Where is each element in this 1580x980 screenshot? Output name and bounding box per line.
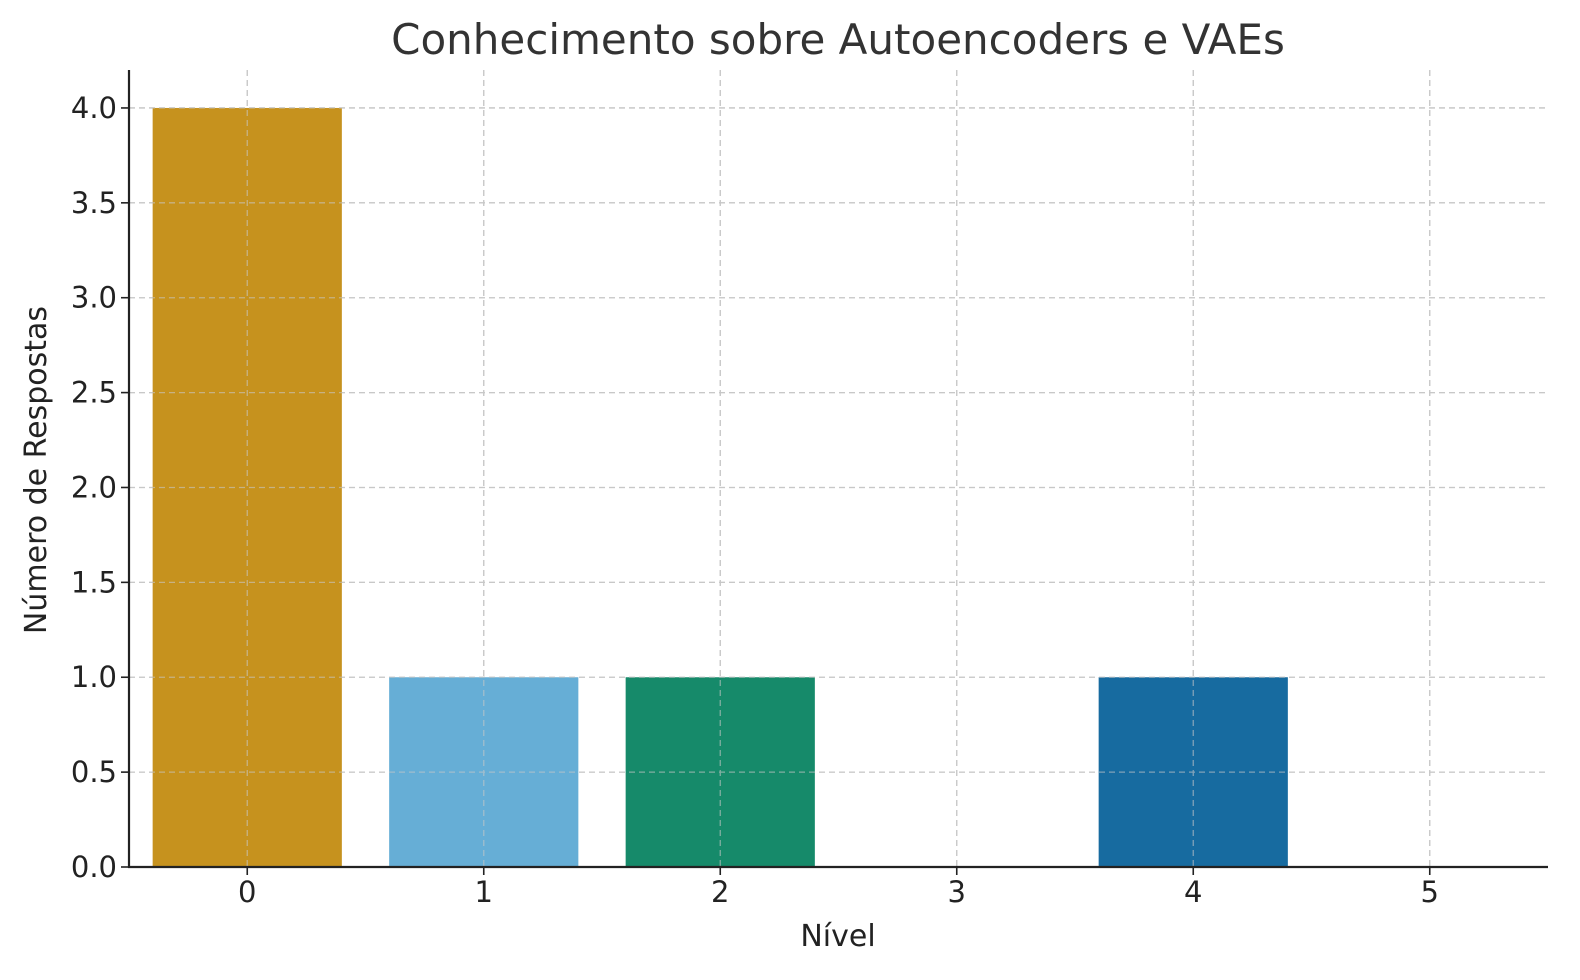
y-tick-label: 3.0 — [71, 281, 117, 315]
y-axis-label: Número de Respostas — [19, 306, 54, 634]
chart-title: Conhecimento sobre Autoencoders e VAEs — [391, 15, 1285, 64]
y-tick-label: 1.5 — [71, 565, 117, 599]
y-tick-label: 2.5 — [71, 376, 117, 410]
grid-overlay — [129, 70, 1548, 868]
y-tick-label: 0.0 — [71, 850, 117, 884]
x-tick-label: 2 — [711, 875, 729, 909]
x-tick-label: 1 — [475, 875, 493, 909]
y-tick-label: 0.5 — [71, 755, 117, 789]
x-tick-label: 4 — [1184, 875, 1202, 909]
bars — [129, 70, 1548, 868]
x-axis-label: Nível — [800, 919, 875, 954]
y-tick-label: 3.5 — [71, 186, 117, 220]
y-tick-label: 4.0 — [71, 91, 117, 125]
x-tick-label: 5 — [1421, 875, 1439, 909]
x-tick-label: 3 — [948, 875, 966, 909]
y-tick-label: 2.0 — [71, 470, 117, 504]
x-tick-label: 0 — [238, 875, 256, 909]
tick-labels: 0.0 0.5 1.0 1.5 2.0 2.5 3.0 3.5 4.0 0 1 2 3 4 5 — [71, 91, 1439, 909]
grid-lines — [129, 70, 1548, 868]
y-tick-label: 1.0 — [71, 660, 117, 694]
